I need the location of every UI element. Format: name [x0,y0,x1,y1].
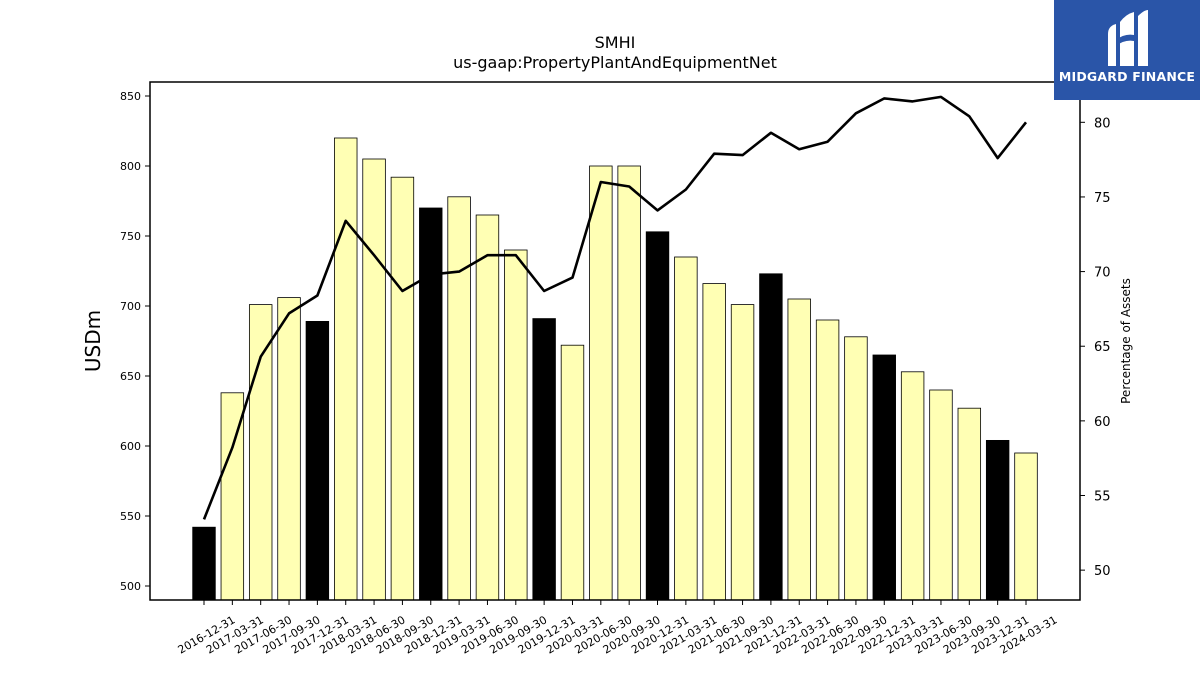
chart-subtitle: us-gaap:PropertyPlantAndEquipmentNet [453,53,777,72]
y-tick-label: 650 [120,370,141,383]
bar-2017-06-30 [248,304,273,601]
y2-tick-label: 70 [1094,266,1111,281]
bar-2023-06-30 [929,389,953,601]
bar-2021-12-31 [759,273,783,601]
y2-tick-label: 65 [1094,340,1111,355]
y-tick-label: 850 [120,90,141,103]
bar-2020-06-30 [589,165,613,601]
y-axis-label: USDm [81,310,105,372]
bar-2018-12-31 [419,207,443,601]
bar-2018-09-30 [390,176,415,601]
y2-tick-label: 80 [1094,116,1111,131]
y2-tick-label: 55 [1094,490,1111,505]
y2-tick-label: 50 [1094,564,1111,579]
y2-tick-label: 75 [1094,191,1111,206]
bar-2022-06-30 [815,319,840,601]
y-tick-label: 700 [120,300,141,313]
y-tick-label: 600 [120,440,141,453]
bar-2017-12-31 [305,320,330,601]
bar-2019-12-31 [532,318,556,601]
bar-2020-12-31 [645,231,670,601]
brand-logo: MIDGARD FINANCE [1054,0,1200,100]
bar-2019-03-31 [447,196,471,601]
midgard-m-icon [1108,10,1148,66]
bar-2018-03-31 [334,137,358,601]
bar-2020-09-30 [617,165,641,601]
brand-name: MIDGARD FINANCE [1058,69,1196,84]
bar-2021-09-30 [730,304,755,601]
bar-2023-12-31 [985,439,1010,601]
y-tick-label: 750 [120,230,141,243]
bar-2022-03-31 [787,298,811,601]
bar-2022-12-31 [872,354,896,601]
y-tick-label: 500 [120,580,141,593]
bar-2021-06-30 [702,283,726,601]
bar-2019-09-30 [504,249,528,601]
y2-tick-label: 60 [1094,415,1111,430]
bar-2021-03-31 [674,256,698,601]
bar-2024-03-31 [1014,452,1038,601]
y2-axis-label: Percentage of Assets [1119,278,1133,404]
bar-2023-03-31 [900,371,925,601]
bar-2017-09-30 [277,297,301,601]
chart-title: SMHI [595,33,636,52]
bar-2023-09-30 [957,407,982,601]
percentage-of-assets-line [202,95,1028,520]
y-tick-label: 800 [120,160,141,173]
bar-2016-12-31 [192,526,216,601]
y-tick-label: 550 [120,510,141,523]
plot-frame [149,81,1081,601]
bar-2018-06-30 [362,158,386,601]
bar-2019-06-30 [475,214,500,601]
bar-2022-09-30 [844,336,868,601]
bar-2020-03-31 [560,344,585,601]
